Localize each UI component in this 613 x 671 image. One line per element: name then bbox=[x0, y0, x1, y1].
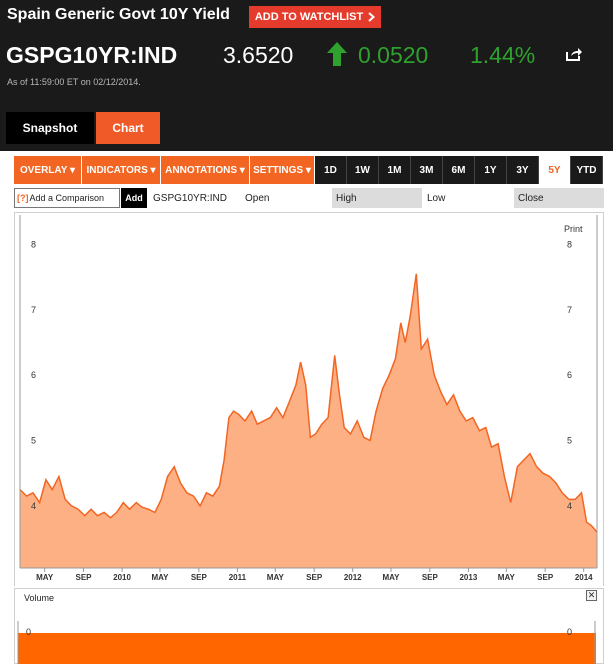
price-layer bbox=[19, 215, 598, 569]
chart-panel bbox=[14, 212, 604, 586]
range-5y[interactable]: 5Y bbox=[539, 156, 571, 184]
open-label: Open bbox=[245, 192, 270, 204]
price-change: 0.0520 bbox=[358, 42, 429, 68]
watchlist-label: ADD TO WATCHLIST bbox=[254, 11, 364, 23]
range-6m[interactable]: 6M bbox=[443, 156, 475, 184]
comparison-row: [?] Add a Comparison Add GSPG10YR:IND Op… bbox=[14, 188, 604, 208]
volume-bar bbox=[18, 633, 596, 664]
quote-header: Spain Generic Govt 10Y Yield ADD TO WATC… bbox=[0, 0, 613, 151]
ticker-symbol: GSPG10YR:IND bbox=[6, 42, 178, 68]
volume-close-icon[interactable]: ✕ bbox=[586, 590, 597, 601]
y-tick-right-7: 7 bbox=[567, 305, 572, 315]
x-tick-5: 2011 bbox=[229, 573, 247, 582]
range-ytd[interactable]: YTD bbox=[571, 156, 603, 184]
volume-tick-left: 0 bbox=[26, 627, 31, 637]
volume-tick-right: 0 bbox=[567, 627, 572, 637]
add-comparison-button[interactable]: Add bbox=[121, 188, 147, 208]
tab-snapshot[interactable]: Snapshot bbox=[6, 112, 94, 144]
x-tick-layer: MAY SEP 2010 MAY SEP 2011 MAY SEP 2012 MAY SEP 2013… bbox=[36, 568, 593, 582]
y-tick-left-5: 5 bbox=[31, 436, 36, 446]
y-tick-layer: 4 4 5 5 6 6 7 7 8 8 bbox=[31, 239, 572, 510]
volume-title: Volume bbox=[24, 593, 55, 603]
chevron-right-icon bbox=[368, 12, 376, 22]
print-link[interactable]: Print bbox=[564, 224, 583, 234]
y-tick-left-7: 7 bbox=[31, 305, 36, 315]
y-tick-left-4: 4 bbox=[31, 501, 36, 511]
low-label: Low bbox=[427, 192, 446, 204]
close-label: Close bbox=[514, 188, 604, 208]
x-tick-0: MAY bbox=[36, 573, 54, 582]
comparison-symbol: GSPG10YR:IND bbox=[153, 192, 227, 204]
as-of-timestamp: As of 11:59:00 ET on 02/12/2014. bbox=[7, 77, 141, 87]
high-label: High bbox=[332, 188, 422, 208]
x-tick-12: MAY bbox=[498, 573, 516, 582]
x-tick-1: SEP bbox=[76, 573, 93, 582]
overlay-menu[interactable]: OVERLAY ▾ bbox=[14, 156, 82, 184]
range-1d[interactable]: 1D bbox=[315, 156, 347, 184]
annotations-menu[interactable]: ANNOTATIONS ▾ bbox=[161, 156, 250, 184]
settings-menu[interactable]: SETTINGS ▾ bbox=[250, 156, 315, 184]
chart-toolbar: OVERLAY ▾ INDICATORS ▾ ANNOTATIONS ▾ SET… bbox=[14, 156, 604, 184]
y-tick-right-5: 5 bbox=[567, 436, 572, 446]
x-tick-10: SEP bbox=[422, 573, 439, 582]
security-name: Spain Generic Govt 10Y Yield bbox=[7, 6, 230, 23]
help-icon[interactable]: [?] bbox=[17, 193, 29, 203]
range-3y[interactable]: 3Y bbox=[507, 156, 539, 184]
x-tick-7: SEP bbox=[306, 573, 323, 582]
add-comparison-placeholder: Add a Comparison bbox=[29, 193, 105, 203]
add-comparison-input[interactable]: [?] Add a Comparison bbox=[14, 188, 120, 208]
x-tick-13: SEP bbox=[537, 573, 554, 582]
x-tick-3: MAY bbox=[151, 573, 169, 582]
x-tick-2: 2010 bbox=[113, 573, 131, 582]
range-3m[interactable]: 3M bbox=[411, 156, 443, 184]
x-tick-14: 2014 bbox=[575, 573, 593, 582]
add-to-watchlist-button[interactable]: ADD TO WATCHLIST bbox=[249, 6, 381, 28]
price-line bbox=[19, 273, 598, 533]
range-1y[interactable]: 1Y bbox=[475, 156, 507, 184]
price-change-percent: 1.44% bbox=[470, 42, 536, 68]
y-tick-left-6: 6 bbox=[31, 370, 36, 380]
x-tick-4: SEP bbox=[191, 573, 208, 582]
range-1w[interactable]: 1W bbox=[347, 156, 379, 184]
indicators-menu[interactable]: INDICATORS ▾ bbox=[82, 156, 161, 184]
y-tick-left-8: 8 bbox=[31, 239, 36, 249]
tab-snapshot-label: Snapshot bbox=[22, 121, 78, 135]
range-1m[interactable]: 1M bbox=[379, 156, 411, 184]
x-tick-9: MAY bbox=[382, 573, 400, 582]
x-tick-8: 2012 bbox=[344, 573, 362, 582]
y-tick-right-4: 4 bbox=[567, 501, 572, 511]
y-tick-right-8: 8 bbox=[567, 239, 572, 249]
up-arrow-icon bbox=[327, 42, 347, 66]
x-tick-6: MAY bbox=[267, 573, 285, 582]
tab-chart[interactable]: Chart bbox=[96, 112, 160, 144]
x-tick-11: 2013 bbox=[459, 573, 477, 582]
last-price: 3.6520 bbox=[223, 42, 294, 68]
tab-chart-label: Chart bbox=[112, 121, 144, 135]
y-tick-right-6: 6 bbox=[567, 370, 572, 380]
share-icon[interactable] bbox=[565, 46, 582, 62]
